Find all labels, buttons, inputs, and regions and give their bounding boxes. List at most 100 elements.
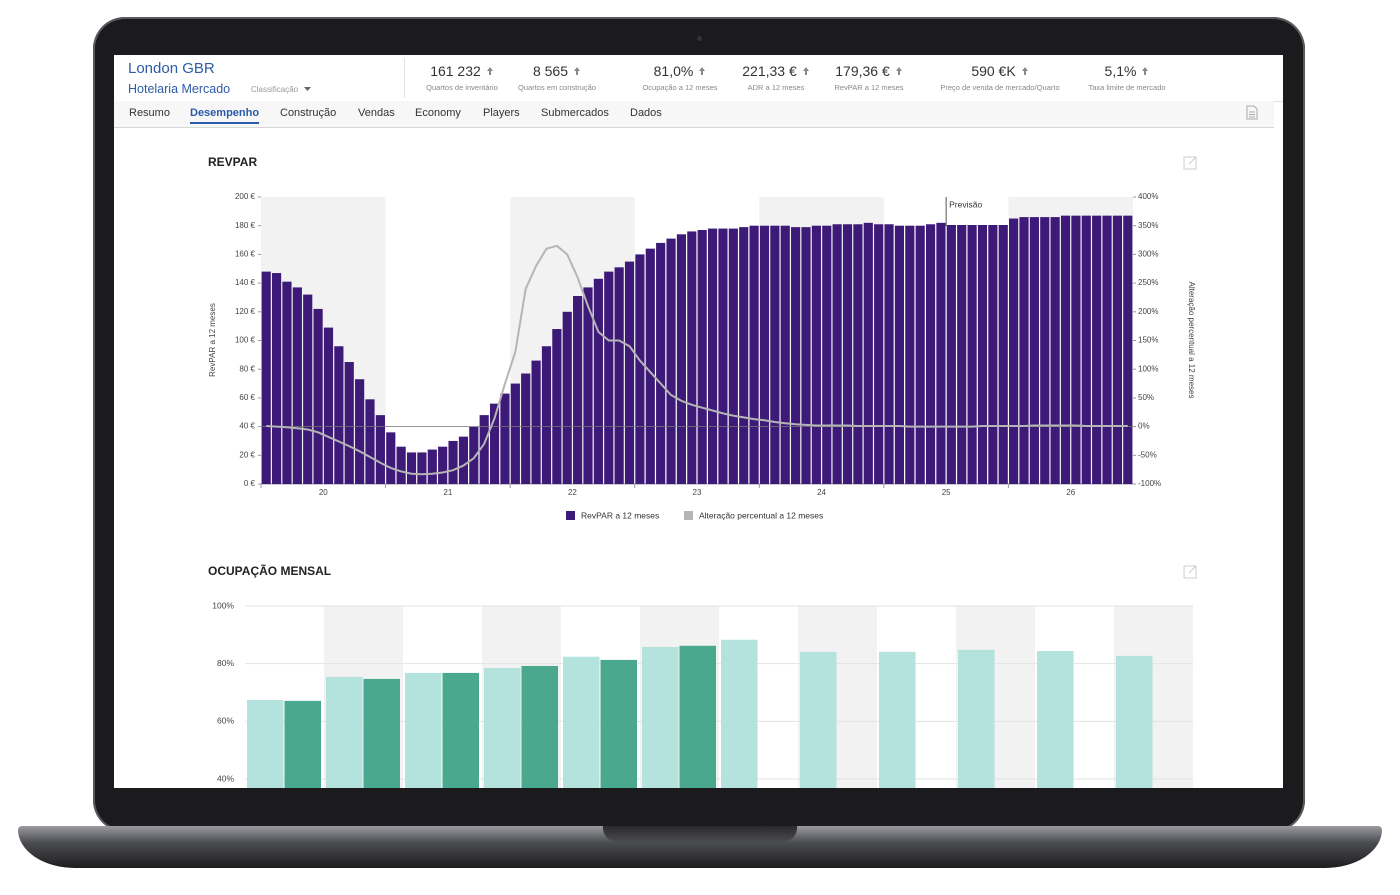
y-tick-label: 180 € xyxy=(235,221,256,230)
bar xyxy=(282,281,292,484)
y2-tick-label: 400% xyxy=(1138,192,1158,201)
bar xyxy=(1123,215,1133,484)
bar xyxy=(261,271,271,484)
bar xyxy=(489,403,500,484)
document-icon[interactable] xyxy=(1246,105,1258,120)
bar xyxy=(271,273,282,484)
tab[interactable]: Dados xyxy=(630,107,662,119)
bar xyxy=(800,651,837,788)
metric-value: 81,0% xyxy=(653,63,694,79)
bar xyxy=(1112,215,1123,484)
bar xyxy=(718,228,728,484)
metric-label: Ocupação a 12 meses xyxy=(642,83,718,92)
metric-label: RevPAR a 12 meses xyxy=(834,83,904,92)
tab[interactable]: Economy xyxy=(415,107,461,119)
metric: 81,0% Ocupação a 12 meses xyxy=(615,63,745,92)
bar xyxy=(676,234,687,484)
bar xyxy=(344,362,354,484)
bar xyxy=(1116,655,1153,788)
bar xyxy=(925,224,936,484)
bar xyxy=(396,446,406,484)
bar xyxy=(645,248,655,484)
bar xyxy=(355,379,365,484)
bar xyxy=(946,222,956,484)
bar xyxy=(988,218,998,484)
metric-value: 8 565 xyxy=(532,63,569,79)
y-tick-label: 80 € xyxy=(239,364,255,373)
y-tick-label: 0 € xyxy=(244,479,256,488)
city[interactable]: London GBR xyxy=(128,60,215,77)
bar xyxy=(375,415,385,484)
bar xyxy=(894,225,905,484)
trend-arrow xyxy=(486,67,493,75)
metric-row: 8 565 xyxy=(492,63,622,79)
bar xyxy=(405,672,442,788)
metric: 590 €K Preço de venda de mercado/Quarto xyxy=(935,63,1065,92)
chart-title: REVPAR xyxy=(208,155,257,169)
header: London GBR Hotelaria Mercado Classificaç… xyxy=(114,55,1283,102)
bar xyxy=(1092,215,1102,484)
bar xyxy=(728,228,738,484)
band-shade xyxy=(261,197,386,484)
metric-row: 5,1% xyxy=(1062,63,1192,79)
y2-tick-label: 300% xyxy=(1138,250,1158,259)
tab[interactable]: Desempenho xyxy=(190,107,260,124)
bar xyxy=(967,219,977,484)
y2-tick-label: 250% xyxy=(1138,278,1158,287)
y-tick-label: 100% xyxy=(212,600,234,610)
y2-tick-label: -50% xyxy=(1138,450,1157,459)
bar xyxy=(479,415,489,484)
metric: 221,33 € ADR a 12 meses xyxy=(711,63,841,92)
charts: REVPAR 20 21 22 23 24 25 26 0 € 20 € 40 € 60 € 80 € 1… xyxy=(208,155,1197,788)
bar xyxy=(801,227,811,484)
tab[interactable]: Vendas xyxy=(358,107,395,119)
bar xyxy=(442,672,479,788)
metric-row: 161 232 xyxy=(397,63,527,79)
band-shade xyxy=(1008,197,1133,484)
bar xyxy=(679,645,716,788)
trend-arrow xyxy=(895,67,902,75)
tab[interactable]: Submercados xyxy=(541,107,609,119)
bar xyxy=(832,224,842,484)
y2-tick-label: 350% xyxy=(1138,221,1158,230)
y-tick-label: 140 € xyxy=(235,278,256,287)
tab[interactable]: Construção xyxy=(280,107,337,119)
y-tick-label: 60% xyxy=(217,716,234,726)
bar xyxy=(600,659,637,788)
bar xyxy=(842,224,853,484)
tab[interactable]: Resumo xyxy=(129,107,170,119)
segment[interactable]: Hotelaria Mercado xyxy=(128,82,231,96)
trend-arrow xyxy=(574,67,581,75)
bar xyxy=(998,218,1008,484)
bar xyxy=(521,665,558,788)
metric: 179,36 € RevPAR a 12 meses xyxy=(804,63,934,92)
bar xyxy=(863,222,873,484)
x-tick-label: 21 xyxy=(443,488,452,497)
bar xyxy=(1060,215,1071,484)
bar xyxy=(739,227,749,484)
bar xyxy=(406,452,417,484)
bar xyxy=(531,360,541,484)
bar xyxy=(292,287,302,484)
bar xyxy=(469,426,479,484)
metric-row: 221,33 € xyxy=(711,63,841,79)
x-tick-label: 26 xyxy=(1066,488,1075,497)
expand-icon[interactable] xyxy=(1183,156,1197,170)
bar xyxy=(563,656,600,788)
bar xyxy=(791,227,801,484)
dropdown[interactable]: Classificação xyxy=(251,85,312,94)
bar xyxy=(573,296,583,484)
bar xyxy=(1037,650,1074,788)
legend-label: RevPAR a 12 meses xyxy=(581,510,659,520)
bar xyxy=(510,383,520,484)
y-axis-title: RevPAR a 12 meses xyxy=(208,303,217,377)
bar xyxy=(707,228,718,484)
x-tick-label: 25 xyxy=(942,488,951,497)
tab[interactable]: Players xyxy=(483,107,520,119)
bar xyxy=(666,238,676,484)
bar xyxy=(448,440,458,484)
metric-label: Quartos de inventário xyxy=(426,83,498,92)
expand-icon[interactable] xyxy=(1183,565,1197,579)
bar xyxy=(811,225,821,484)
